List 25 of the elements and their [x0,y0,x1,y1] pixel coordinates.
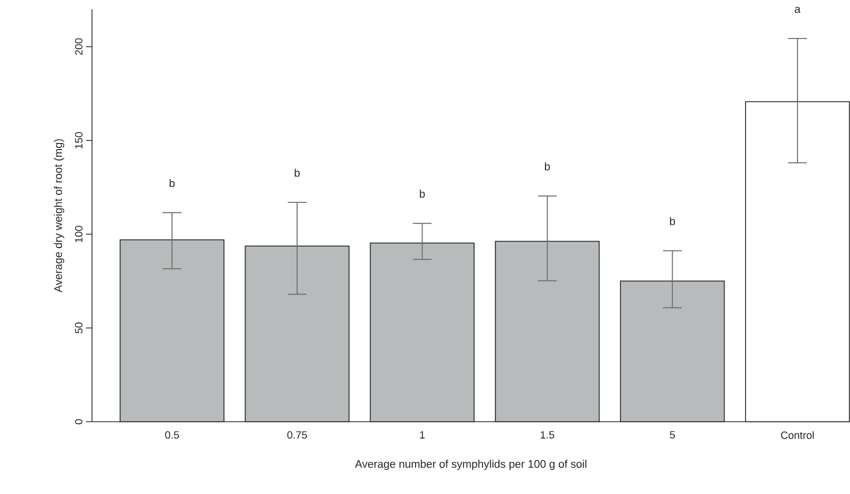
y-axis-title: Average dry weight of root (mg) [54,139,64,292]
bar [370,242,475,422]
annotation: a [794,6,801,13]
x-tick-label: 0.5 [165,431,179,439]
y-tick-label: 100 [75,226,82,242]
y-tick-label: 50 [75,322,82,334]
annotation: b [294,168,300,177]
x-tick-label: 5 [670,431,675,439]
annotation: b [420,190,425,198]
annotation: b [670,217,675,226]
x-tick-label: Control [781,431,814,439]
y-tick-label: 200 [75,38,82,55]
bar [244,246,350,422]
bar [120,239,224,422]
bar [494,240,600,422]
bar [745,101,850,422]
x-tick-label: 0.75 [287,431,307,439]
annotation: b [170,179,175,188]
x-tick-label: 1.5 [540,431,554,439]
x-tick-label: 1 [420,431,425,438]
y-tick-label: 150 [75,132,82,148]
bar [620,280,725,422]
x-axis-title: Average number of symphylids per 100 g of soil [354,460,586,470]
annotation: b [544,162,550,170]
y-tick-label: 0 [75,419,82,424]
